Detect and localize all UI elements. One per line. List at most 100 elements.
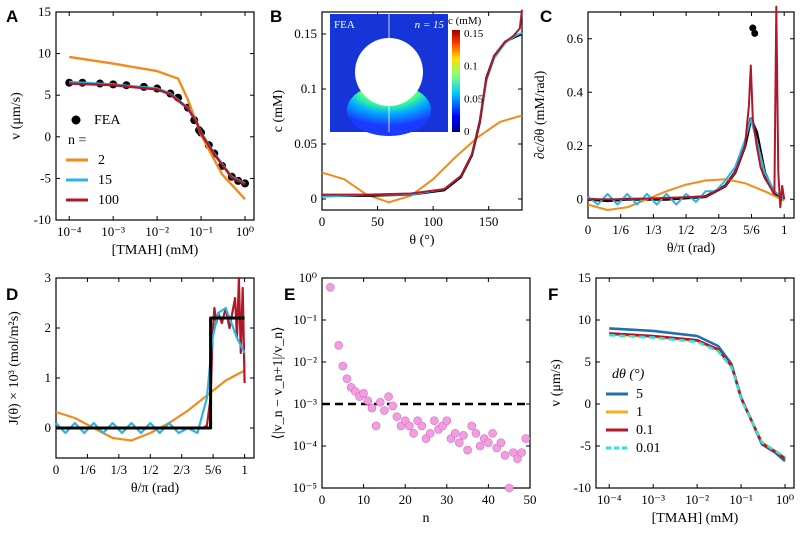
plot-frame	[595, 277, 795, 489]
y-tick-label: 10	[38, 46, 51, 61]
panel-c: 0 1/6 1/3 1/2 2/3 5/6 1 0 0.2 0.4 0.6 θ/π (rad) ∂c/∂…	[533, 5, 795, 256]
data-point	[338, 361, 348, 371]
y-tick-label: 10⁻³	[293, 396, 317, 411]
x-tick-label: 30	[440, 492, 453, 507]
y-tick-label: 10⁰	[299, 270, 317, 285]
y-tick-label: 0	[45, 129, 52, 144]
x-tick-label: 1/2	[678, 222, 695, 237]
x-tick-label: 10⁻²	[145, 224, 169, 239]
legend: dθ (°) 5 1 0.1 0.01	[602, 362, 674, 462]
series-line-n2	[69, 55, 246, 201]
data-point	[471, 429, 481, 438]
y-axis-label: v (μm/s)	[549, 359, 564, 407]
x-tick-label: 10⁻²	[685, 492, 709, 507]
y-tick-label: 3	[45, 270, 52, 285]
data-point	[425, 429, 435, 438]
data-point	[521, 434, 531, 443]
x-axis-label: n	[423, 511, 430, 526]
y-tick-label: 5	[45, 87, 52, 102]
series-line	[587, 178, 785, 211]
data-point	[442, 416, 452, 426]
x-tick-label: 20	[399, 492, 412, 507]
data-point	[500, 451, 510, 460]
panel-letter: F	[548, 285, 558, 304]
y-axis-label: ∂c/∂θ (mM/rad)	[533, 70, 548, 159]
panel-b: 0 50 100 150 0 0.05 0.1 0.15 θ (°) c (mM) B FEA n = …	[270, 7, 523, 248]
x-tick-label: 50	[371, 214, 384, 229]
legend-entry: 1	[636, 405, 643, 420]
legend: FEA n = 2 15 100	[66, 113, 121, 208]
plot-frame	[321, 11, 523, 211]
data-point	[484, 438, 493, 447]
y-tick-label: 10⁻⁴	[293, 438, 318, 453]
y-tick-label: -10	[574, 480, 591, 495]
y-tick-label: 1	[45, 370, 52, 385]
series-line	[588, 5, 786, 209]
data-point	[488, 429, 497, 438]
legend-entry: 0.1	[636, 423, 654, 438]
colorbar-tick: 0.05	[464, 93, 484, 105]
data-point	[363, 396, 373, 405]
series-line	[56, 316, 245, 430]
x-tick-label: 1/6	[79, 462, 96, 477]
y-axis-label: J(θ) × 10³ (mol/m²s)	[7, 311, 22, 425]
y-tick-label: 10⁻¹	[293, 312, 317, 327]
data-point	[392, 412, 402, 421]
y-axis-label: v (μm/s)	[9, 92, 24, 140]
legend-title: n =	[68, 133, 87, 148]
colorbar	[452, 30, 460, 132]
x-tick-label: 2/3	[710, 222, 727, 237]
x-tick-label: 1/6	[612, 222, 629, 237]
x-tick-label: 100	[423, 214, 443, 229]
x-axis-label: [TMAH] (mM)	[652, 511, 739, 526]
series-line	[321, 114, 523, 204]
data-point	[459, 430, 468, 440]
x-tick-label: 10⁻³	[641, 492, 665, 507]
data-point	[430, 416, 439, 426]
x-tick-label: 5/6	[743, 222, 760, 237]
data-point	[375, 397, 385, 407]
x-tick-label: 1	[781, 222, 788, 237]
data-point	[405, 421, 414, 431]
series-line	[322, 9, 523, 196]
panel-letter: A	[6, 7, 18, 26]
legend-entry: FEA	[94, 113, 121, 128]
y-tick-label: 0.15	[294, 26, 317, 41]
series-line-n100	[69, 82, 246, 186]
x-tick-label: 50	[524, 492, 537, 507]
data-point	[384, 392, 393, 401]
y-tick-label: 0.1	[301, 81, 317, 96]
x-tick-label: 0	[53, 462, 60, 477]
data-point	[326, 283, 335, 292]
panel-letter: E	[284, 285, 295, 304]
inset-label: FEA	[334, 19, 355, 31]
plot-frame	[587, 11, 795, 219]
y-tick-label: 5	[585, 354, 592, 369]
x-tick-label: 10⁻³	[101, 224, 125, 239]
x-tick-label: 150	[479, 214, 499, 229]
x-tick-label: 2/3	[173, 462, 190, 477]
x-tick-label: 5/6	[205, 462, 222, 477]
data-point	[504, 483, 514, 493]
panel-letter: D	[6, 285, 18, 304]
x-tick-label: 10⁰	[236, 224, 254, 239]
data-point	[342, 374, 352, 384]
x-tick-label: 10⁻⁴	[597, 492, 622, 507]
data-point	[475, 441, 485, 451]
x-tick-label: 1/2	[142, 462, 159, 477]
legend-marker	[71, 115, 81, 125]
data-point	[371, 421, 381, 431]
x-tick-label: 10⁻¹	[189, 224, 213, 239]
data-point	[388, 401, 398, 411]
data-point	[417, 421, 427, 431]
y-axis-label: c (mM)	[271, 89, 286, 132]
legend-title: dθ (°)	[612, 367, 645, 382]
legend-entry: 0.01	[636, 441, 661, 456]
plot-frame	[55, 11, 255, 221]
y-tick-label: -5	[40, 170, 51, 185]
y-tick-label: 0.2	[567, 138, 583, 153]
y-tick-label: 2	[45, 320, 52, 335]
series-line	[55, 306, 246, 435]
data-point	[334, 340, 343, 350]
